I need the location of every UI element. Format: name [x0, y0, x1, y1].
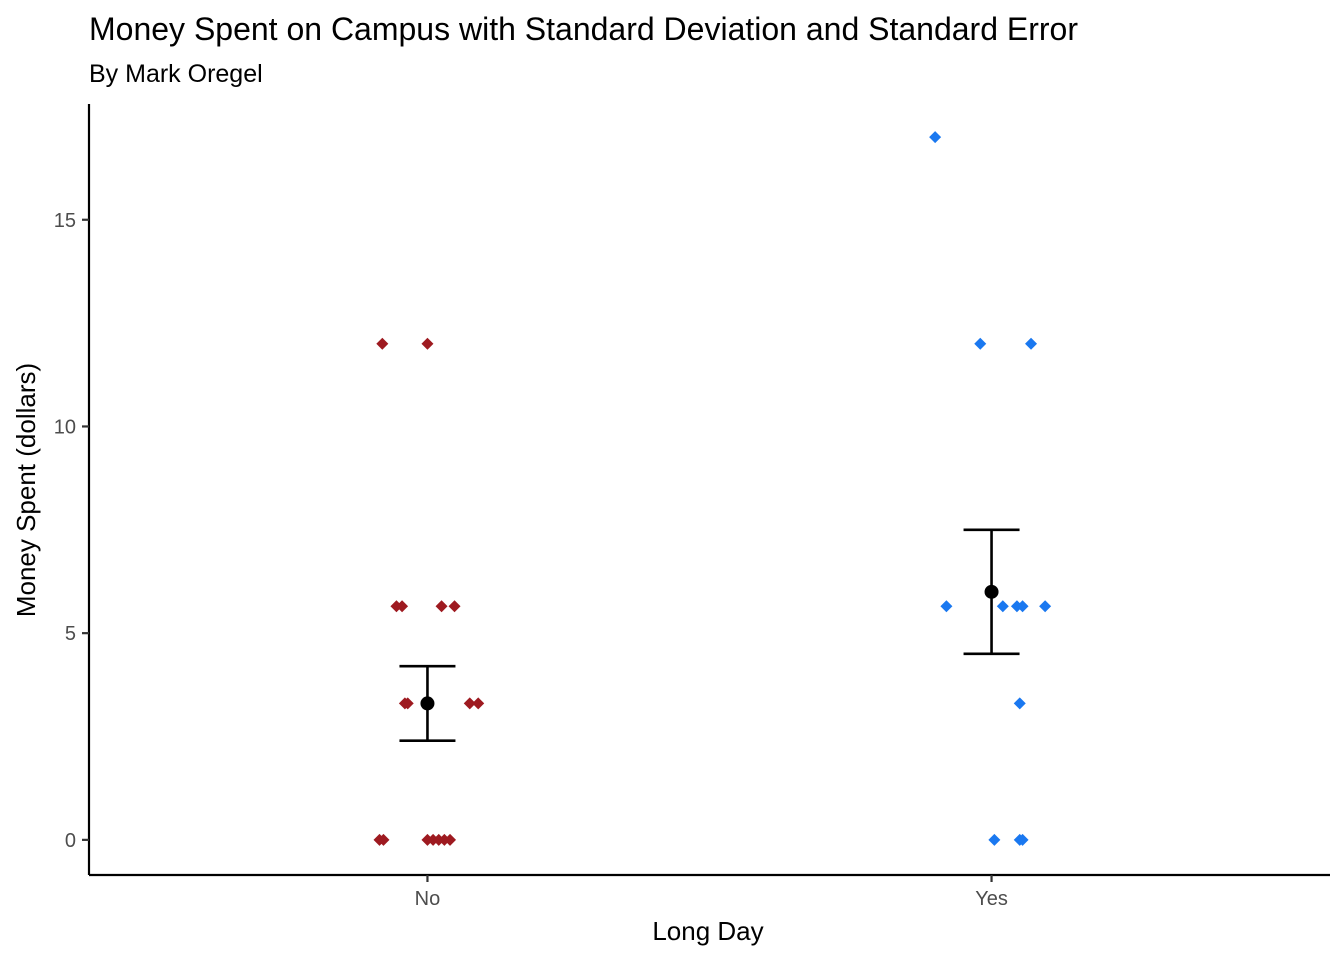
data-point-yes	[1025, 337, 1038, 350]
data-point-yes	[1016, 833, 1029, 846]
mean-point-no	[420, 696, 435, 711]
x-axis-title: Long Day	[652, 916, 763, 946]
data-points	[373, 131, 1052, 846]
y-tick-label: 15	[54, 210, 76, 232]
data-point-yes	[974, 337, 987, 350]
data-point-no	[377, 833, 390, 846]
data-point-yes	[1013, 697, 1026, 710]
data-point-yes	[1016, 600, 1029, 613]
data-point-yes	[1039, 600, 1052, 613]
y-tick-label: 10	[54, 416, 76, 438]
mean-point-yes	[984, 584, 999, 599]
chart-subtitle: By Mark Oregel	[89, 60, 263, 88]
x-tick-label: No	[415, 888, 441, 910]
data-point-yes	[929, 131, 942, 144]
data-point-no	[376, 337, 389, 350]
data-point-no	[463, 697, 476, 710]
data-point-no	[448, 600, 461, 613]
summary-stats	[399, 528, 1020, 742]
y-axis-title: Money Spent (dollars)	[11, 363, 41, 617]
chart-title: Money Spent on Campus with Standard Devi…	[89, 11, 1078, 47]
data-point-yes	[940, 600, 953, 613]
y-tick-label: 5	[65, 623, 76, 645]
data-point-no	[396, 600, 409, 613]
data-point-no	[421, 337, 434, 350]
data-point-no	[472, 697, 485, 710]
data-point-yes	[996, 600, 1009, 613]
data-point-no	[444, 833, 457, 846]
data-point-no	[401, 697, 414, 710]
data-point-no	[435, 600, 448, 613]
x-tick-label: Yes	[975, 888, 1008, 910]
y-tick-label: 0	[65, 830, 76, 852]
data-point-yes	[988, 833, 1001, 846]
axes: 0 5 10 15 No Yes	[54, 104, 1330, 910]
